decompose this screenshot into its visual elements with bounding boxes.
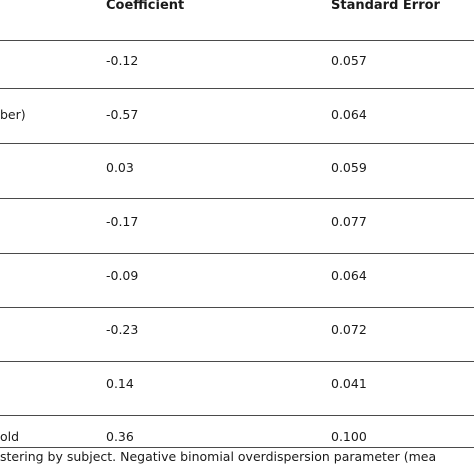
row-divider xyxy=(0,415,474,416)
row-divider xyxy=(0,198,474,199)
row-label: old xyxy=(0,429,20,444)
standard-error-value: 0.064 xyxy=(331,107,367,122)
header-rule xyxy=(0,40,474,41)
row-divider xyxy=(0,143,474,144)
column-header-standard-error: Standard Error xyxy=(331,0,440,13)
coefficient-value: -0.23 xyxy=(106,322,139,337)
coefficient-value: -0.09 xyxy=(106,268,139,283)
standard-error-value: 0.041 xyxy=(331,376,367,391)
column-header-coefficient: Coefficient xyxy=(106,0,185,13)
row-divider xyxy=(0,88,474,89)
coefficient-value: -0.17 xyxy=(106,214,139,229)
coefficient-value: -0.57 xyxy=(106,107,139,122)
row-divider xyxy=(0,361,474,362)
row-divider xyxy=(0,307,474,308)
table-footnote: stering by subject. Negative binomial ov… xyxy=(0,449,437,464)
standard-error-value: 0.059 xyxy=(331,160,367,175)
coefficient-value: 0.14 xyxy=(106,376,134,391)
coefficient-value: -0.12 xyxy=(106,53,139,68)
standard-error-value: 0.072 xyxy=(331,322,367,337)
coefficient-value: 0.03 xyxy=(106,160,134,175)
standard-error-value: 0.100 xyxy=(331,429,367,444)
coefficient-value: 0.36 xyxy=(106,429,134,444)
row-divider xyxy=(0,253,474,254)
standard-error-value: 0.077 xyxy=(331,214,367,229)
row-label: ber) xyxy=(0,107,26,122)
standard-error-value: 0.057 xyxy=(331,53,367,68)
footer-rule xyxy=(0,447,474,448)
standard-error-value: 0.064 xyxy=(331,268,367,283)
